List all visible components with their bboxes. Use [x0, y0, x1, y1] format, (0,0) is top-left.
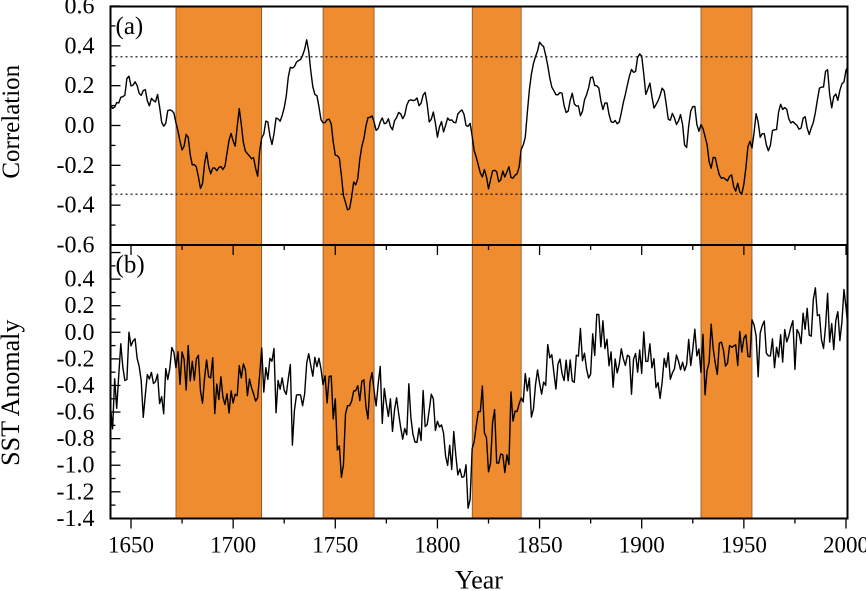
svg-text:-0.2: -0.2 [57, 346, 95, 372]
svg-text:SST Anomaly: SST Anomaly [0, 320, 25, 466]
svg-text:2000: 2000 [823, 533, 866, 558]
svg-text:0.2: 0.2 [65, 73, 95, 99]
svg-text:-1.4: -1.4 [57, 506, 95, 532]
svg-text:-0.2: -0.2 [57, 153, 95, 179]
svg-text:1850: 1850 [517, 533, 563, 558]
svg-text:Correlation: Correlation [0, 64, 25, 178]
svg-text:1950: 1950 [721, 533, 767, 558]
svg-text:-0.4: -0.4 [57, 373, 95, 399]
svg-text:0.6: 0.6 [65, 0, 95, 20]
svg-text:Year: Year [455, 566, 503, 591]
svg-text:-0.4: -0.4 [57, 193, 95, 219]
svg-text:0.4: 0.4 [65, 33, 95, 59]
svg-text:-0.6: -0.6 [57, 400, 95, 426]
svg-text:1800: 1800 [414, 533, 460, 558]
svg-text:0.0: 0.0 [65, 320, 95, 346]
svg-text:-0.6: -0.6 [57, 233, 95, 259]
svg-text:-1.0: -1.0 [57, 453, 95, 479]
svg-text:0.2: 0.2 [65, 293, 95, 319]
svg-text:-1.2: -1.2 [57, 479, 95, 505]
svg-text:1700: 1700 [210, 533, 256, 558]
svg-text:-0.8: -0.8 [57, 426, 95, 452]
svg-text:1750: 1750 [312, 533, 358, 558]
svg-text:0.0: 0.0 [65, 113, 95, 139]
svg-text:1900: 1900 [619, 533, 665, 558]
svg-text:0.4: 0.4 [65, 267, 95, 293]
svg-text:1650: 1650 [108, 533, 154, 558]
svg-text:(a): (a) [116, 13, 144, 40]
svg-text:(b): (b) [116, 252, 145, 279]
